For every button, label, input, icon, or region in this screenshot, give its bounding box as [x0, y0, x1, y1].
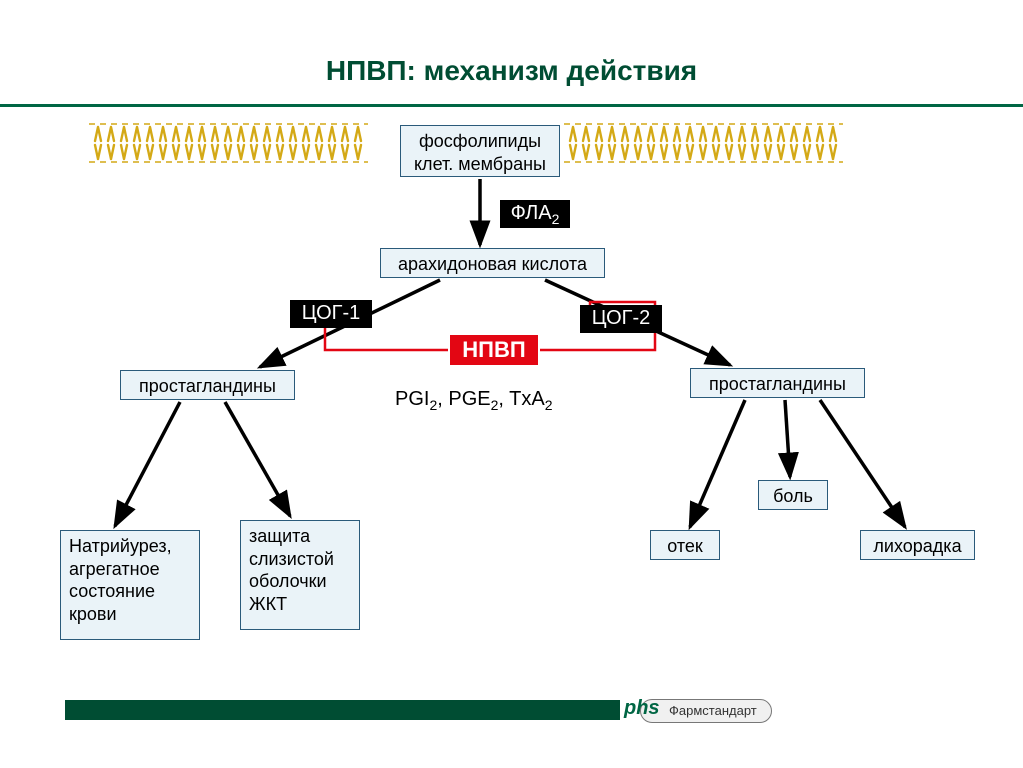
footer-bar [65, 700, 620, 720]
node-arachidonic-acid: арахидоновая кислота [380, 248, 605, 278]
node-gi-protection: защитаслизистойоболочкиЖКТ [240, 520, 360, 630]
node-cox2: ЦОГ-2 [580, 305, 662, 333]
node-natriuresis: Натрийурез,агрегатноесостояниекрови [60, 530, 200, 640]
node-cox1: ЦОГ-1 [290, 300, 372, 328]
node-pla2: ФЛА2 [500, 200, 570, 228]
footer-brand-phs: phs [624, 697, 660, 720]
node-prostaglandins-left: простагландины [120, 370, 295, 400]
node-fever: лихорадка [860, 530, 975, 560]
node-pain: боль [758, 480, 828, 510]
node-nsaid: НПВП [450, 335, 538, 365]
text-pgi-pge-txa: PGI2, PGE2, TxA2 [395, 388, 553, 413]
node-phospholipids: фосфолипидыклет. мембраны [400, 125, 560, 177]
node-prostaglandins-right: простагландины [690, 368, 865, 398]
node-edema: отек [650, 530, 720, 560]
diagram-stage: НПВП: механизм действия фосфолипидыклет.… [0, 0, 1023, 768]
